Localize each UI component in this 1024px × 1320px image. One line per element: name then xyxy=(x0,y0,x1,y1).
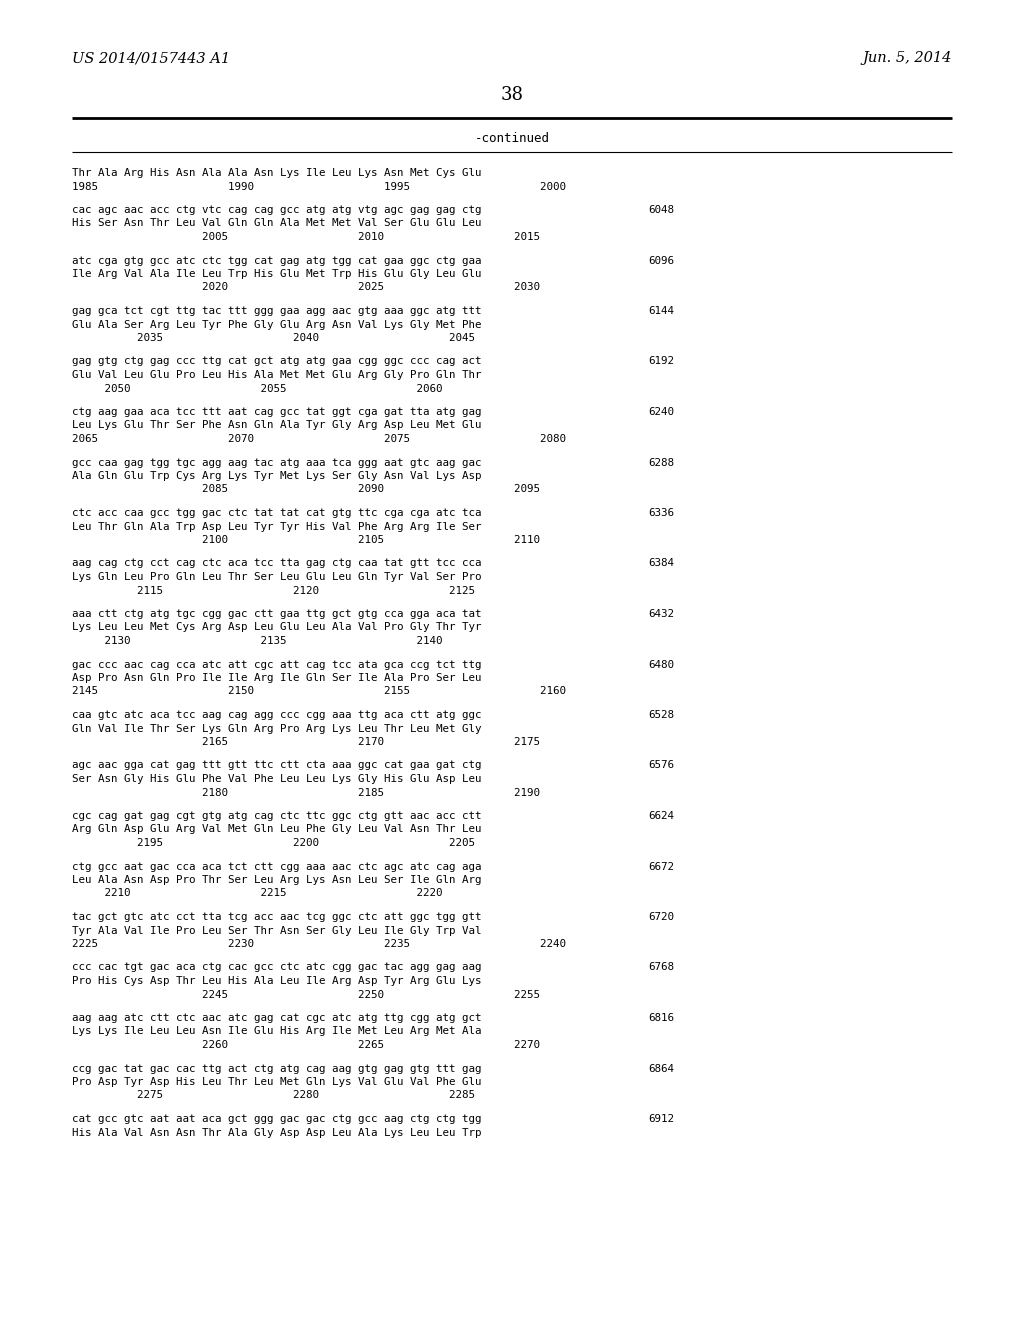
Text: gcc caa gag tgg tgc agg aag tac atg aaa tca ggg aat gtc aag gac: gcc caa gag tgg tgc agg aag tac atg aaa … xyxy=(72,458,481,467)
Text: agc aac gga cat gag ttt gtt ttc ctt cta aaa ggc cat gaa gat ctg: agc aac gga cat gag ttt gtt ttc ctt cta … xyxy=(72,760,481,771)
Text: atc cga gtg gcc atc ctc tgg cat gag atg tgg cat gaa ggc ctg gaa: atc cga gtg gcc atc ctc tgg cat gag atg … xyxy=(72,256,481,265)
Text: 6768: 6768 xyxy=(648,962,674,973)
Text: 6384: 6384 xyxy=(648,558,674,569)
Text: 6912: 6912 xyxy=(648,1114,674,1125)
Text: cat gcc gtc aat aat aca gct ggg gac gac ctg gcc aag ctg ctg tgg: cat gcc gtc aat aat aca gct ggg gac gac … xyxy=(72,1114,481,1125)
Text: 2165                    2170                    2175: 2165 2170 2175 xyxy=(72,737,540,747)
Text: 6480: 6480 xyxy=(648,660,674,669)
Text: tac gct gtc atc cct tta tcg acc aac tcg ggc ctc att ggc tgg gtt: tac gct gtc atc cct tta tcg acc aac tcg … xyxy=(72,912,481,921)
Text: gag gtg ctg gag ccc ttg cat gct atg atg gaa cgg ggc ccc cag act: gag gtg ctg gag ccc ttg cat gct atg atg … xyxy=(72,356,481,367)
Text: 6864: 6864 xyxy=(648,1064,674,1073)
Text: Thr Ala Arg His Asn Ala Ala Asn Lys Ile Leu Lys Asn Met Cys Glu: Thr Ala Arg His Asn Ala Ala Asn Lys Ile … xyxy=(72,168,481,178)
Text: 2225                    2230                    2235                    2240: 2225 2230 2235 2240 xyxy=(72,939,566,949)
Text: Glu Ala Ser Arg Leu Tyr Phe Gly Glu Arg Asn Val Lys Gly Met Phe: Glu Ala Ser Arg Leu Tyr Phe Gly Glu Arg … xyxy=(72,319,481,330)
Text: 2210                    2215                    2220: 2210 2215 2220 xyxy=(72,888,442,899)
Text: Arg Gln Asp Glu Arg Val Met Gln Leu Phe Gly Leu Val Asn Thr Leu: Arg Gln Asp Glu Arg Val Met Gln Leu Phe … xyxy=(72,825,481,834)
Text: Leu Thr Gln Ala Trp Asp Leu Tyr Tyr His Val Phe Arg Arg Ile Ser: Leu Thr Gln Ala Trp Asp Leu Tyr Tyr His … xyxy=(72,521,481,532)
Text: Ala Gln Glu Trp Cys Arg Lys Tyr Met Lys Ser Gly Asn Val Lys Asp: Ala Gln Glu Trp Cys Arg Lys Tyr Met Lys … xyxy=(72,471,481,480)
Text: US 2014/0157443 A1: US 2014/0157443 A1 xyxy=(72,51,230,65)
Text: 2145                    2150                    2155                    2160: 2145 2150 2155 2160 xyxy=(72,686,566,697)
Text: Ser Asn Gly His Glu Phe Val Phe Leu Leu Lys Gly His Glu Asp Leu: Ser Asn Gly His Glu Phe Val Phe Leu Leu … xyxy=(72,774,481,784)
Text: 6432: 6432 xyxy=(648,609,674,619)
Text: 6816: 6816 xyxy=(648,1012,674,1023)
Text: cgc cag gat gag cgt gtg atg cag ctc ttc ggc ctg gtt aac acc ctt: cgc cag gat gag cgt gtg atg cag ctc ttc … xyxy=(72,810,481,821)
Text: Glu Val Leu Glu Pro Leu His Ala Met Met Glu Arg Gly Pro Gln Thr: Glu Val Leu Glu Pro Leu His Ala Met Met … xyxy=(72,370,481,380)
Text: 6576: 6576 xyxy=(648,760,674,771)
Text: 6192: 6192 xyxy=(648,356,674,367)
Text: Gln Val Ile Thr Ser Lys Gln Arg Pro Arg Lys Leu Thr Leu Met Gly: Gln Val Ile Thr Ser Lys Gln Arg Pro Arg … xyxy=(72,723,481,734)
Text: His Ser Asn Thr Leu Val Gln Gln Ala Met Met Val Ser Glu Glu Leu: His Ser Asn Thr Leu Val Gln Gln Ala Met … xyxy=(72,219,481,228)
Text: ctg gcc aat gac cca aca tct ctt cgg aaa aac ctc agc atc cag aga: ctg gcc aat gac cca aca tct ctt cgg aaa … xyxy=(72,862,481,871)
Text: cac agc aac acc ctg vtc cag cag gcc atg atg vtg agc gag gag ctg: cac agc aac acc ctg vtc cag cag gcc atg … xyxy=(72,205,481,215)
Text: aaa ctt ctg atg tgc cgg gac ctt gaa ttg gct gtg cca gga aca tat: aaa ctt ctg atg tgc cgg gac ctt gaa ttg … xyxy=(72,609,481,619)
Text: 6528: 6528 xyxy=(648,710,674,719)
Text: Leu Lys Glu Thr Ser Phe Asn Gln Ala Tyr Gly Arg Asp Leu Met Glu: Leu Lys Glu Thr Ser Phe Asn Gln Ala Tyr … xyxy=(72,421,481,430)
Text: ctg aag gaa aca tcc ttt aat cag gcc tat ggt cga gat tta atg gag: ctg aag gaa aca tcc ttt aat cag gcc tat … xyxy=(72,407,481,417)
Text: 1985                    1990                    1995                    2000: 1985 1990 1995 2000 xyxy=(72,181,566,191)
Text: 6672: 6672 xyxy=(648,862,674,871)
Text: His Ala Val Asn Asn Thr Ala Gly Asp Asp Leu Ala Lys Leu Leu Trp: His Ala Val Asn Asn Thr Ala Gly Asp Asp … xyxy=(72,1127,481,1138)
Text: 2020                    2025                    2030: 2020 2025 2030 xyxy=(72,282,540,293)
Text: 2180                    2185                    2190: 2180 2185 2190 xyxy=(72,788,540,797)
Text: aag cag ctg cct cag ctc aca tcc tta gag ctg caa tat gtt tcc cca: aag cag ctg cct cag ctc aca tcc tta gag … xyxy=(72,558,481,569)
Text: 6096: 6096 xyxy=(648,256,674,265)
Text: 6048: 6048 xyxy=(648,205,674,215)
Text: 2035                    2040                    2045: 2035 2040 2045 xyxy=(72,333,475,343)
Text: 38: 38 xyxy=(501,86,523,104)
Text: Pro Asp Tyr Asp His Leu Thr Leu Met Gln Lys Val Glu Val Phe Glu: Pro Asp Tyr Asp His Leu Thr Leu Met Gln … xyxy=(72,1077,481,1086)
Text: 2115                    2120                    2125: 2115 2120 2125 xyxy=(72,586,475,595)
Text: 2130                    2135                    2140: 2130 2135 2140 xyxy=(72,636,442,645)
Text: 2275                    2280                    2285: 2275 2280 2285 xyxy=(72,1090,475,1101)
Text: 6288: 6288 xyxy=(648,458,674,467)
Text: Lys Lys Ile Leu Leu Asn Ile Glu His Arg Ile Met Leu Arg Met Ala: Lys Lys Ile Leu Leu Asn Ile Glu His Arg … xyxy=(72,1027,481,1036)
Text: ccc cac tgt gac aca ctg cac gcc ctc atc cgg gac tac agg gag aag: ccc cac tgt gac aca ctg cac gcc ctc atc … xyxy=(72,962,481,973)
Text: caa gtc atc aca tcc aag cag agg ccc cgg aaa ttg aca ctt atg ggc: caa gtc atc aca tcc aag cag agg ccc cgg … xyxy=(72,710,481,719)
Text: gag gca tct cgt ttg tac ttt ggg gaa agg aac gtg aaa ggc atg ttt: gag gca tct cgt ttg tac ttt ggg gaa agg … xyxy=(72,306,481,315)
Text: gac ccc aac cag cca atc att cgc att cag tcc ata gca ccg tct ttg: gac ccc aac cag cca atc att cgc att cag … xyxy=(72,660,481,669)
Text: -continued: -continued xyxy=(474,132,550,144)
Text: Lys Gln Leu Pro Gln Leu Thr Ser Leu Glu Leu Gln Tyr Val Ser Pro: Lys Gln Leu Pro Gln Leu Thr Ser Leu Glu … xyxy=(72,572,481,582)
Text: 2005                    2010                    2015: 2005 2010 2015 xyxy=(72,232,540,242)
Text: Ile Arg Val Ala Ile Leu Trp His Glu Met Trp His Glu Gly Leu Glu: Ile Arg Val Ala Ile Leu Trp His Glu Met … xyxy=(72,269,481,279)
Text: Leu Ala Asn Asp Pro Thr Ser Leu Arg Lys Asn Leu Ser Ile Gln Arg: Leu Ala Asn Asp Pro Thr Ser Leu Arg Lys … xyxy=(72,875,481,884)
Text: Jun. 5, 2014: Jun. 5, 2014 xyxy=(862,51,952,65)
Text: Asp Pro Asn Gln Pro Ile Ile Arg Ile Gln Ser Ile Ala Pro Ser Leu: Asp Pro Asn Gln Pro Ile Ile Arg Ile Gln … xyxy=(72,673,481,682)
Text: 6240: 6240 xyxy=(648,407,674,417)
Text: Lys Leu Leu Met Cys Arg Asp Leu Glu Leu Ala Val Pro Gly Thr Tyr: Lys Leu Leu Met Cys Arg Asp Leu Glu Leu … xyxy=(72,623,481,632)
Text: 2195                    2200                    2205: 2195 2200 2205 xyxy=(72,838,475,847)
Text: aag aag atc ctt ctc aac atc gag cat cgc atc atg ttg cgg atg gct: aag aag atc ctt ctc aac atc gag cat cgc … xyxy=(72,1012,481,1023)
Text: Tyr Ala Val Ile Pro Leu Ser Thr Asn Ser Gly Leu Ile Gly Trp Val: Tyr Ala Val Ile Pro Leu Ser Thr Asn Ser … xyxy=(72,925,481,936)
Text: 2050                    2055                    2060: 2050 2055 2060 xyxy=(72,384,442,393)
Text: 2245                    2250                    2255: 2245 2250 2255 xyxy=(72,990,540,999)
Text: 6720: 6720 xyxy=(648,912,674,921)
Text: 2100                    2105                    2110: 2100 2105 2110 xyxy=(72,535,540,545)
Text: 6624: 6624 xyxy=(648,810,674,821)
Text: 2085                    2090                    2095: 2085 2090 2095 xyxy=(72,484,540,495)
Text: Pro His Cys Asp Thr Leu His Ala Leu Ile Arg Asp Tyr Arg Glu Lys: Pro His Cys Asp Thr Leu His Ala Leu Ile … xyxy=(72,975,481,986)
Text: 6336: 6336 xyxy=(648,508,674,517)
Text: ctc acc caa gcc tgg gac ctc tat tat cat gtg ttc cga cga atc tca: ctc acc caa gcc tgg gac ctc tat tat cat … xyxy=(72,508,481,517)
Text: ccg gac tat gac cac ttg act ctg atg cag aag gtg gag gtg ttt gag: ccg gac tat gac cac ttg act ctg atg cag … xyxy=(72,1064,481,1073)
Text: 2065                    2070                    2075                    2080: 2065 2070 2075 2080 xyxy=(72,434,566,444)
Text: 2260                    2265                    2270: 2260 2265 2270 xyxy=(72,1040,540,1049)
Text: 6144: 6144 xyxy=(648,306,674,315)
